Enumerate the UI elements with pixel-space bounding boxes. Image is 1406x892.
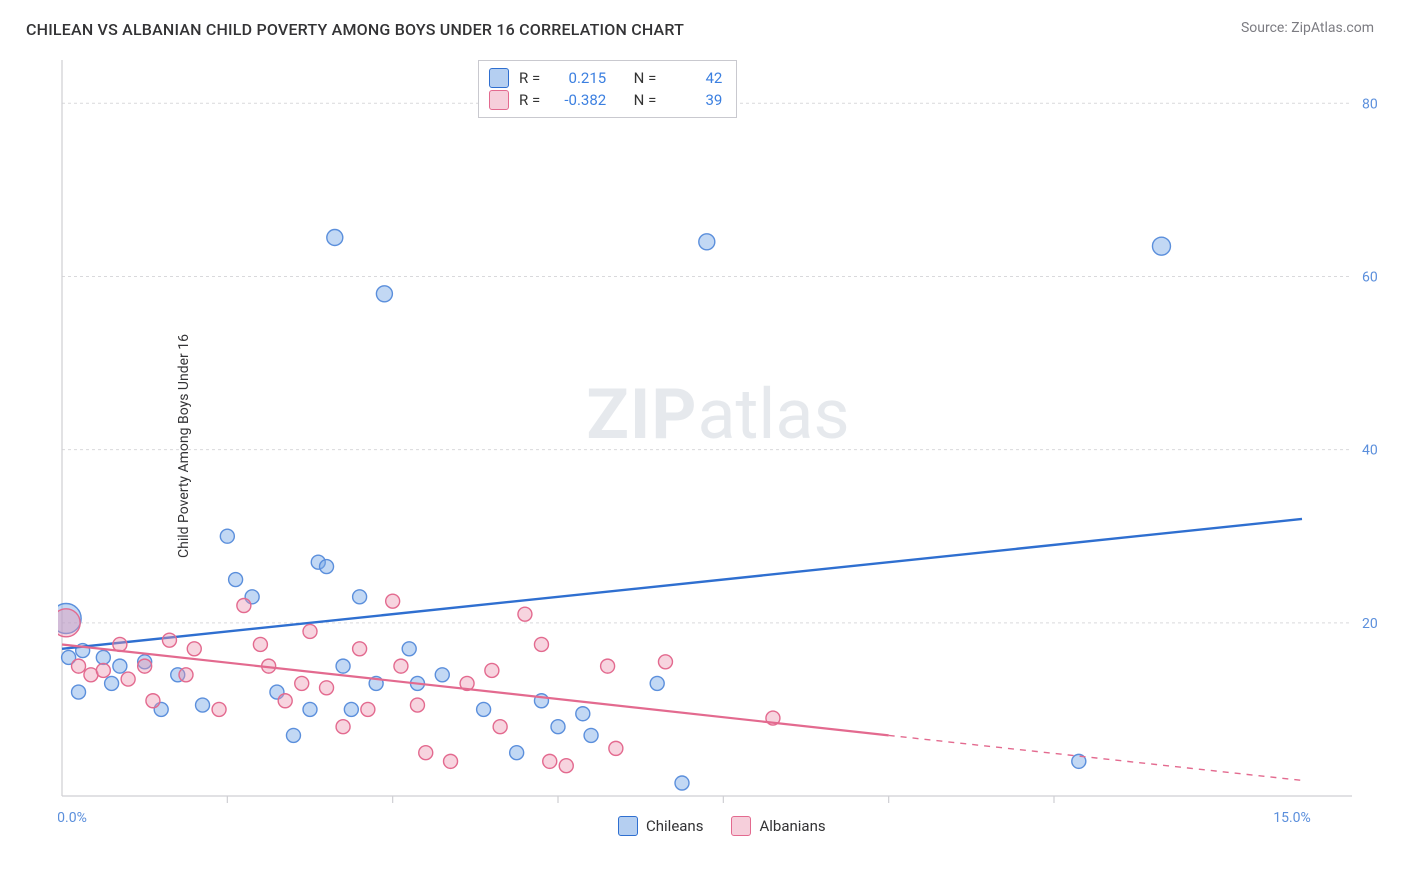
chart-title: CHILEAN VS ALBANIAN CHILD POVERTY AMONG … <box>26 20 684 39</box>
svg-text:0.0%: 0.0% <box>58 810 87 826</box>
svg-text:20.0%: 20.0% <box>1362 616 1378 632</box>
scatter-point <box>419 746 433 760</box>
scatter-point <box>138 659 152 673</box>
swatch-blue-icon <box>618 816 638 836</box>
scatter-chart: 20.0% 40.0% 60.0% 80.0% 0.0% 15.0% <box>58 56 1378 836</box>
scatter-point <box>394 659 408 673</box>
scatter-point <box>444 754 458 768</box>
scatter-point <box>493 720 507 734</box>
scatter-point <box>113 659 127 673</box>
scatter-point <box>376 286 392 302</box>
scatter-point <box>220 529 234 543</box>
scatter-point <box>559 759 573 773</box>
legend-item-chileans: Chileans <box>618 816 703 836</box>
scatter-point <box>601 659 615 673</box>
scatter-point <box>477 702 491 716</box>
scatter-point <box>344 702 358 716</box>
stats-chileans-r: 0.215 <box>550 67 606 89</box>
scatter-point <box>609 741 623 755</box>
scatter-point <box>534 637 548 651</box>
scatter-point <box>510 746 524 760</box>
scatter-point <box>658 655 672 669</box>
scatter-point <box>162 633 176 647</box>
stat-label-n: N = <box>634 67 657 89</box>
scatter-point <box>336 659 350 673</box>
scatter-point <box>295 676 309 690</box>
svg-text:15.0%: 15.0% <box>1273 810 1311 826</box>
scatter-point <box>485 663 499 677</box>
scatter-point <box>187 642 201 656</box>
scatter-point <box>410 698 424 712</box>
scatter-point <box>402 642 416 656</box>
swatch-blue-icon <box>489 68 509 88</box>
scatter-point <box>179 668 193 682</box>
scatter-point <box>699 234 715 250</box>
scatter-point <box>229 573 243 587</box>
stat-label-r: R = <box>519 67 540 89</box>
scatter-point <box>386 594 400 608</box>
scatter-point <box>96 663 110 677</box>
scatter-point <box>303 624 317 638</box>
scatter-point <box>543 754 557 768</box>
scatter-point <box>551 720 565 734</box>
scatter-point <box>146 694 160 708</box>
scatter-point <box>212 702 226 716</box>
scatter-point <box>435 668 449 682</box>
trend-line <box>62 644 889 735</box>
stat-label-n: N = <box>634 89 657 111</box>
scatter-point <box>320 560 334 574</box>
stats-albanians-n: 39 <box>666 89 722 111</box>
scatter-point <box>72 685 86 699</box>
scatter-point <box>353 642 367 656</box>
scatter-point <box>675 776 689 790</box>
scatter-point <box>196 698 210 712</box>
scatter-point <box>278 694 292 708</box>
scatter-point <box>1152 237 1170 255</box>
stat-label-r: R = <box>519 89 540 111</box>
stats-row-albanians: R = -0.382 N = 39 <box>489 89 722 111</box>
chart-container: Child Poverty Among Boys Under 16 ZIPatl… <box>58 56 1378 836</box>
stats-row-chileans: R = 0.215 N = 42 <box>489 67 722 89</box>
scatter-point <box>650 676 664 690</box>
scatter-point <box>320 681 334 695</box>
scatter-point <box>237 599 251 613</box>
scatter-point <box>286 728 300 742</box>
scatter-point <box>105 676 119 690</box>
trend-line <box>62 519 1302 649</box>
legend-label-chileans: Chileans <box>646 817 703 835</box>
scatter-point <box>303 702 317 716</box>
legend-item-albanians: Albanians <box>731 816 825 836</box>
legend: Chileans Albanians <box>618 816 826 836</box>
scatter-point <box>253 637 267 651</box>
scatter-point <box>121 672 135 686</box>
legend-label-albanians: Albanians <box>759 817 825 835</box>
scatter-point <box>58 609 80 637</box>
trend-line-extrapolated <box>889 735 1302 780</box>
scatter-point <box>327 230 343 246</box>
swatch-pink-icon <box>489 90 509 110</box>
svg-text:60.0%: 60.0% <box>1362 269 1378 285</box>
scatter-point <box>361 702 375 716</box>
y-axis-label: Child Poverty Among Boys Under 16 <box>176 334 192 558</box>
scatter-point <box>336 720 350 734</box>
stats-albanians-r: -0.382 <box>550 89 606 111</box>
swatch-pink-icon <box>731 816 751 836</box>
scatter-point <box>72 659 86 673</box>
svg-text:80.0%: 80.0% <box>1362 96 1378 112</box>
svg-text:40.0%: 40.0% <box>1362 443 1378 459</box>
scatter-point <box>96 650 110 664</box>
scatter-point <box>576 707 590 721</box>
stats-box: R = 0.215 N = 42 R = -0.382 N = 39 <box>478 60 737 118</box>
scatter-point <box>518 607 532 621</box>
scatter-point <box>584 728 598 742</box>
scatter-point <box>353 590 367 604</box>
source-attribution: Source: ZipAtlas.com <box>1241 20 1374 36</box>
stats-chileans-n: 42 <box>666 67 722 89</box>
